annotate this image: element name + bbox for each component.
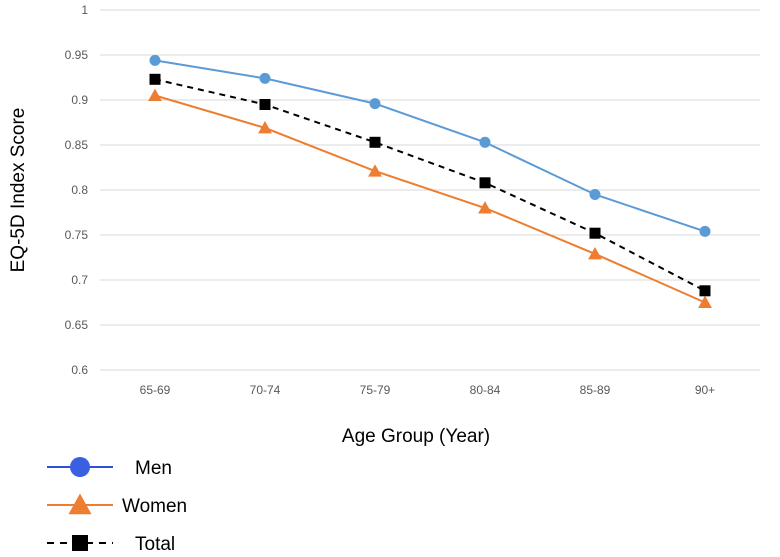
legend-marker-women (68, 493, 92, 515)
y-tick-label: 0.9 (71, 93, 88, 107)
data-point-men (479, 136, 491, 148)
y-tick-labels: 0.6 0.65 0.7 0.75 0.8 0.85 0.9 0.95 1 (65, 3, 89, 377)
series-total (149, 73, 711, 297)
series-line-total (154, 78, 706, 292)
data-point-men (589, 189, 601, 200)
data-point-total (149, 73, 161, 85)
legend-item-total: Total (47, 534, 175, 555)
legend-label-men: Men (135, 458, 172, 479)
series-women (148, 88, 712, 309)
data-point-total (259, 99, 271, 110)
legend-item-women: Women (47, 493, 187, 517)
legend-marker-men (70, 457, 90, 477)
legend-label-total: Total (135, 534, 175, 555)
data-point-men (149, 54, 161, 66)
data-point-women (148, 88, 162, 102)
data-point-men (699, 225, 711, 237)
series-line-women (154, 94, 706, 304)
y-tick-label: 0.65 (65, 318, 89, 332)
data-point-total (699, 285, 711, 297)
legend-item-men: Men (47, 457, 172, 479)
data-point-men (259, 72, 271, 84)
x-tick-label: 70-74 (250, 383, 281, 397)
data-point-total (369, 136, 381, 148)
data-point-total (589, 227, 601, 239)
x-axis-title: Age Group (Year) (342, 426, 490, 447)
x-tick-label: 80-84 (470, 383, 501, 397)
y-tick-label: 0.7 (71, 273, 88, 287)
data-point-women (698, 295, 712, 309)
y-tick-label: 0.6 (71, 363, 88, 377)
legend: Men Women Total (47, 457, 187, 555)
x-tick-label: 90+ (695, 383, 715, 397)
legend-marker-total (72, 535, 88, 551)
y-tick-label: 0.85 (65, 138, 89, 152)
x-tick-label: 85-89 (580, 383, 611, 397)
series-men (149, 54, 711, 237)
legend-label-women: Women (122, 496, 187, 517)
data-point-men (369, 98, 381, 110)
y-axis-title: EQ-5D Index Score (8, 108, 29, 273)
data-point-women (478, 201, 492, 214)
data-point-total (479, 177, 491, 189)
y-tick-label: 0.75 (65, 228, 89, 242)
series-line-men (154, 59, 706, 233)
data-point-women (368, 164, 382, 177)
y-tick-label: 0.95 (65, 48, 89, 62)
x-tick-label: 75-79 (360, 383, 391, 397)
data-point-women (258, 121, 272, 134)
y-tick-label: 0.8 (71, 183, 88, 197)
series-group (148, 54, 712, 309)
data-point-women (588, 247, 602, 260)
y-tick-label: 1 (81, 3, 88, 17)
x-tick-label: 65-69 (140, 383, 171, 397)
x-tick-labels: 65-69 70-74 75-79 80-84 85-89 90+ (140, 383, 716, 397)
